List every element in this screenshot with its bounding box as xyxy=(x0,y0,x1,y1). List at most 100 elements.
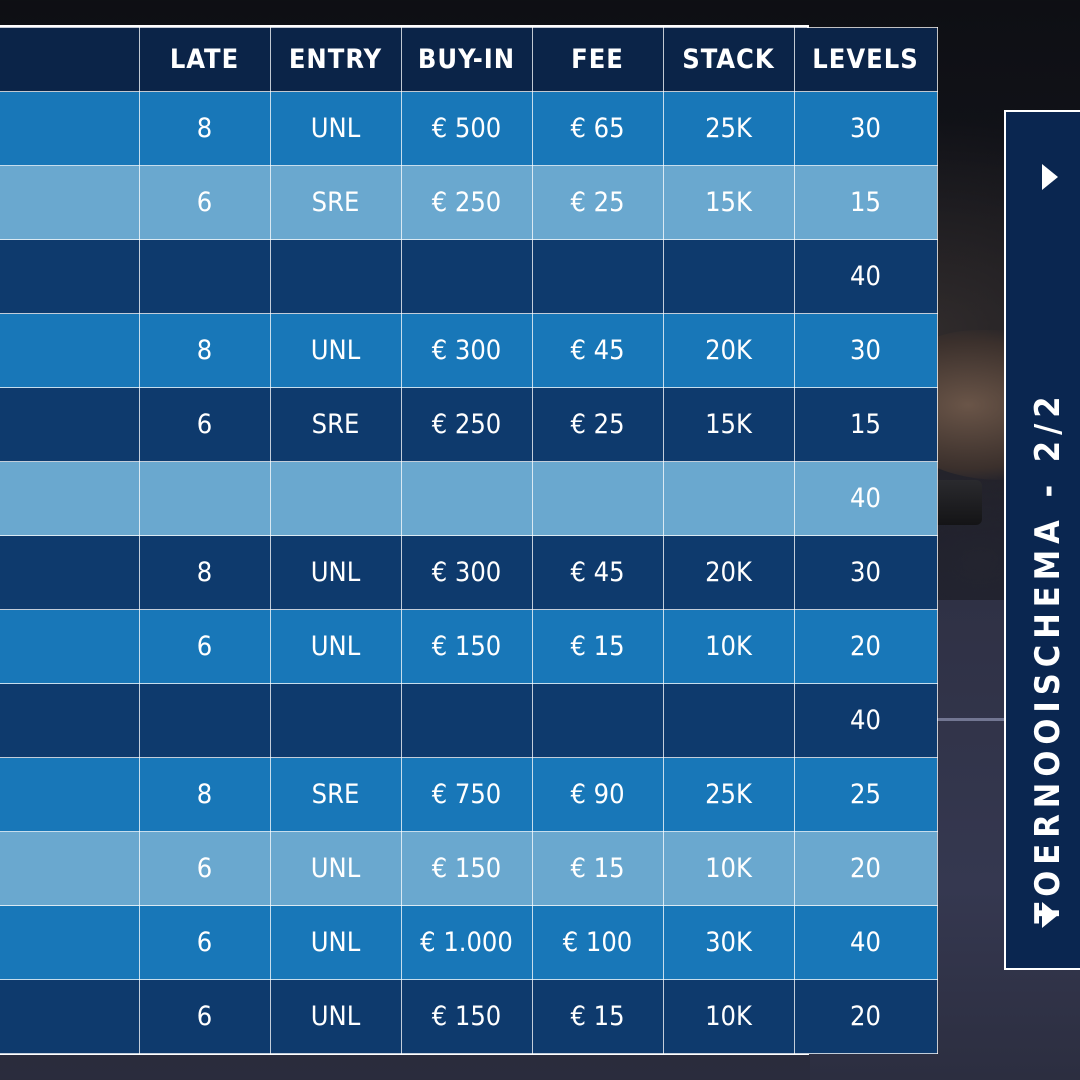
fee-cell: € 100 xyxy=(531,905,664,980)
name-cell xyxy=(0,461,140,536)
fee-cell: € 65 xyxy=(531,91,664,166)
levels-cell: 30 xyxy=(793,535,938,610)
stack-cell: 10K xyxy=(662,979,795,1054)
late-cell: 8 xyxy=(138,313,271,388)
fee-cell: € 45 xyxy=(531,535,664,610)
triangle-right-icon[interactable] xyxy=(1042,902,1058,928)
stack-cell xyxy=(662,461,795,536)
buy-in-cell xyxy=(400,461,533,536)
levels-cell: 15 xyxy=(793,165,938,240)
buy-in-cell: € 250 xyxy=(400,165,533,240)
schedule-page-tab[interactable]: TOERNOOISCHEMA - 2/2 xyxy=(1004,110,1080,970)
fee-cell xyxy=(531,461,664,536)
fee-cell: € 15 xyxy=(531,831,664,906)
entry-cell: UNL xyxy=(269,535,402,610)
stack-cell: 10K xyxy=(662,609,795,684)
entry-cell xyxy=(269,683,402,758)
stack-cell: 15K xyxy=(662,165,795,240)
buy-in-cell: € 300 xyxy=(400,313,533,388)
fee-cell: € 15 xyxy=(531,609,664,684)
table-row: 8 SRE € 750 € 90 25K 25 xyxy=(0,757,938,832)
levels-cell: 25 xyxy=(793,757,938,832)
entry-cell: SRE xyxy=(269,165,402,240)
fee-cell: € 25 xyxy=(531,387,664,462)
name-cell xyxy=(0,239,140,314)
entry-cell: SRE xyxy=(269,387,402,462)
fee-cell: € 45 xyxy=(531,313,664,388)
levels-cell: 40 xyxy=(793,239,938,314)
late-cell: 6 xyxy=(138,609,271,684)
fee-cell: € 15 xyxy=(531,979,664,1054)
buy-in-cell: € 750 xyxy=(400,757,533,832)
levels-cell: 20 xyxy=(793,831,938,906)
table-row: 6 UNL € 1.000 € 100 30K 40 xyxy=(0,905,938,980)
entry-cell: UNL xyxy=(269,905,402,980)
stack-cell: 20K xyxy=(662,313,795,388)
stack-cell: 25K xyxy=(662,91,795,166)
stack-cell: 10K xyxy=(662,831,795,906)
name-column-header xyxy=(0,27,140,92)
table-row: 6 UNL € 150 € 15 10K 20 xyxy=(0,979,938,1054)
fee-column-header: FEE xyxy=(531,27,664,92)
table-row: 8 UNL € 300 € 45 20K 30 xyxy=(0,313,938,388)
late-cell: 8 xyxy=(138,535,271,610)
stack-cell: 20K xyxy=(662,535,795,610)
entry-cell xyxy=(269,239,402,314)
tournament-schedule-table: LATE ENTRY BUY-IN FEE STACK LEVELS 8 UNL € 500 €… xyxy=(0,25,938,1055)
name-cell xyxy=(0,387,140,462)
levels-cell: 20 xyxy=(793,979,938,1054)
late-cell: 6 xyxy=(138,905,271,980)
buy-in-cell: € 300 xyxy=(400,535,533,610)
late-cell: 6 xyxy=(138,165,271,240)
stack-cell: 25K xyxy=(662,757,795,832)
entry-cell: UNL xyxy=(269,831,402,906)
fee-cell: € 25 xyxy=(531,165,664,240)
table-row: 6 UNL € 150 € 15 10K 20 xyxy=(0,831,938,906)
name-cell xyxy=(0,683,140,758)
table-row: 6 UNL € 150 € 15 10K 20 xyxy=(0,609,938,684)
stack-cell: 15K xyxy=(662,387,795,462)
entry-cell: UNL xyxy=(269,313,402,388)
name-cell xyxy=(0,979,140,1054)
entry-cell xyxy=(269,461,402,536)
levels-cell: 15 xyxy=(793,387,938,462)
stack-cell: 30K xyxy=(662,905,795,980)
table-row: 40 xyxy=(0,239,938,314)
late-cell: 8 xyxy=(138,757,271,832)
table-row: 8 UNL € 500 € 65 25K 30 xyxy=(0,91,938,166)
stack-column-header: STACK xyxy=(662,27,795,92)
name-cell xyxy=(0,757,140,832)
side-tab-title: TOERNOOISCHEMA - 2/2 xyxy=(1028,390,1068,924)
late-cell xyxy=(138,461,271,536)
entry-cell: UNL xyxy=(269,91,402,166)
levels-cell: 30 xyxy=(793,313,938,388)
header-row: LATE ENTRY BUY-IN FEE STACK LEVELS xyxy=(0,27,938,92)
table-row: 40 xyxy=(0,461,938,536)
table-row: 6 SRE € 250 € 25 15K 15 xyxy=(0,165,938,240)
levels-cell: 20 xyxy=(793,609,938,684)
fee-cell xyxy=(531,239,664,314)
buy-in-cell xyxy=(400,239,533,314)
entry-cell: UNL xyxy=(269,979,402,1054)
table-row: 40 xyxy=(0,683,938,758)
name-cell xyxy=(0,91,140,166)
name-cell xyxy=(0,905,140,980)
entry-cell: UNL xyxy=(269,609,402,684)
name-cell xyxy=(0,165,140,240)
levels-cell: 40 xyxy=(793,905,938,980)
table-row: 6 SRE € 250 € 25 15K 15 xyxy=(0,387,938,462)
buy-in-cell: € 500 xyxy=(400,91,533,166)
name-cell xyxy=(0,313,140,388)
entry-column-header: ENTRY xyxy=(269,27,402,92)
buy-in-cell: € 150 xyxy=(400,979,533,1054)
levels-cell: 40 xyxy=(793,683,938,758)
buy-in-cell: € 1.000 xyxy=(400,905,533,980)
buy-in-cell: € 150 xyxy=(400,609,533,684)
late-cell: 6 xyxy=(138,387,271,462)
late-cell: 8 xyxy=(138,91,271,166)
levels-cell: 40 xyxy=(793,461,938,536)
levels-column-header: LEVELS xyxy=(793,27,938,92)
table-row: 8 UNL € 300 € 45 20K 30 xyxy=(0,535,938,610)
triangle-right-icon[interactable] xyxy=(1042,164,1058,190)
entry-cell: SRE xyxy=(269,757,402,832)
